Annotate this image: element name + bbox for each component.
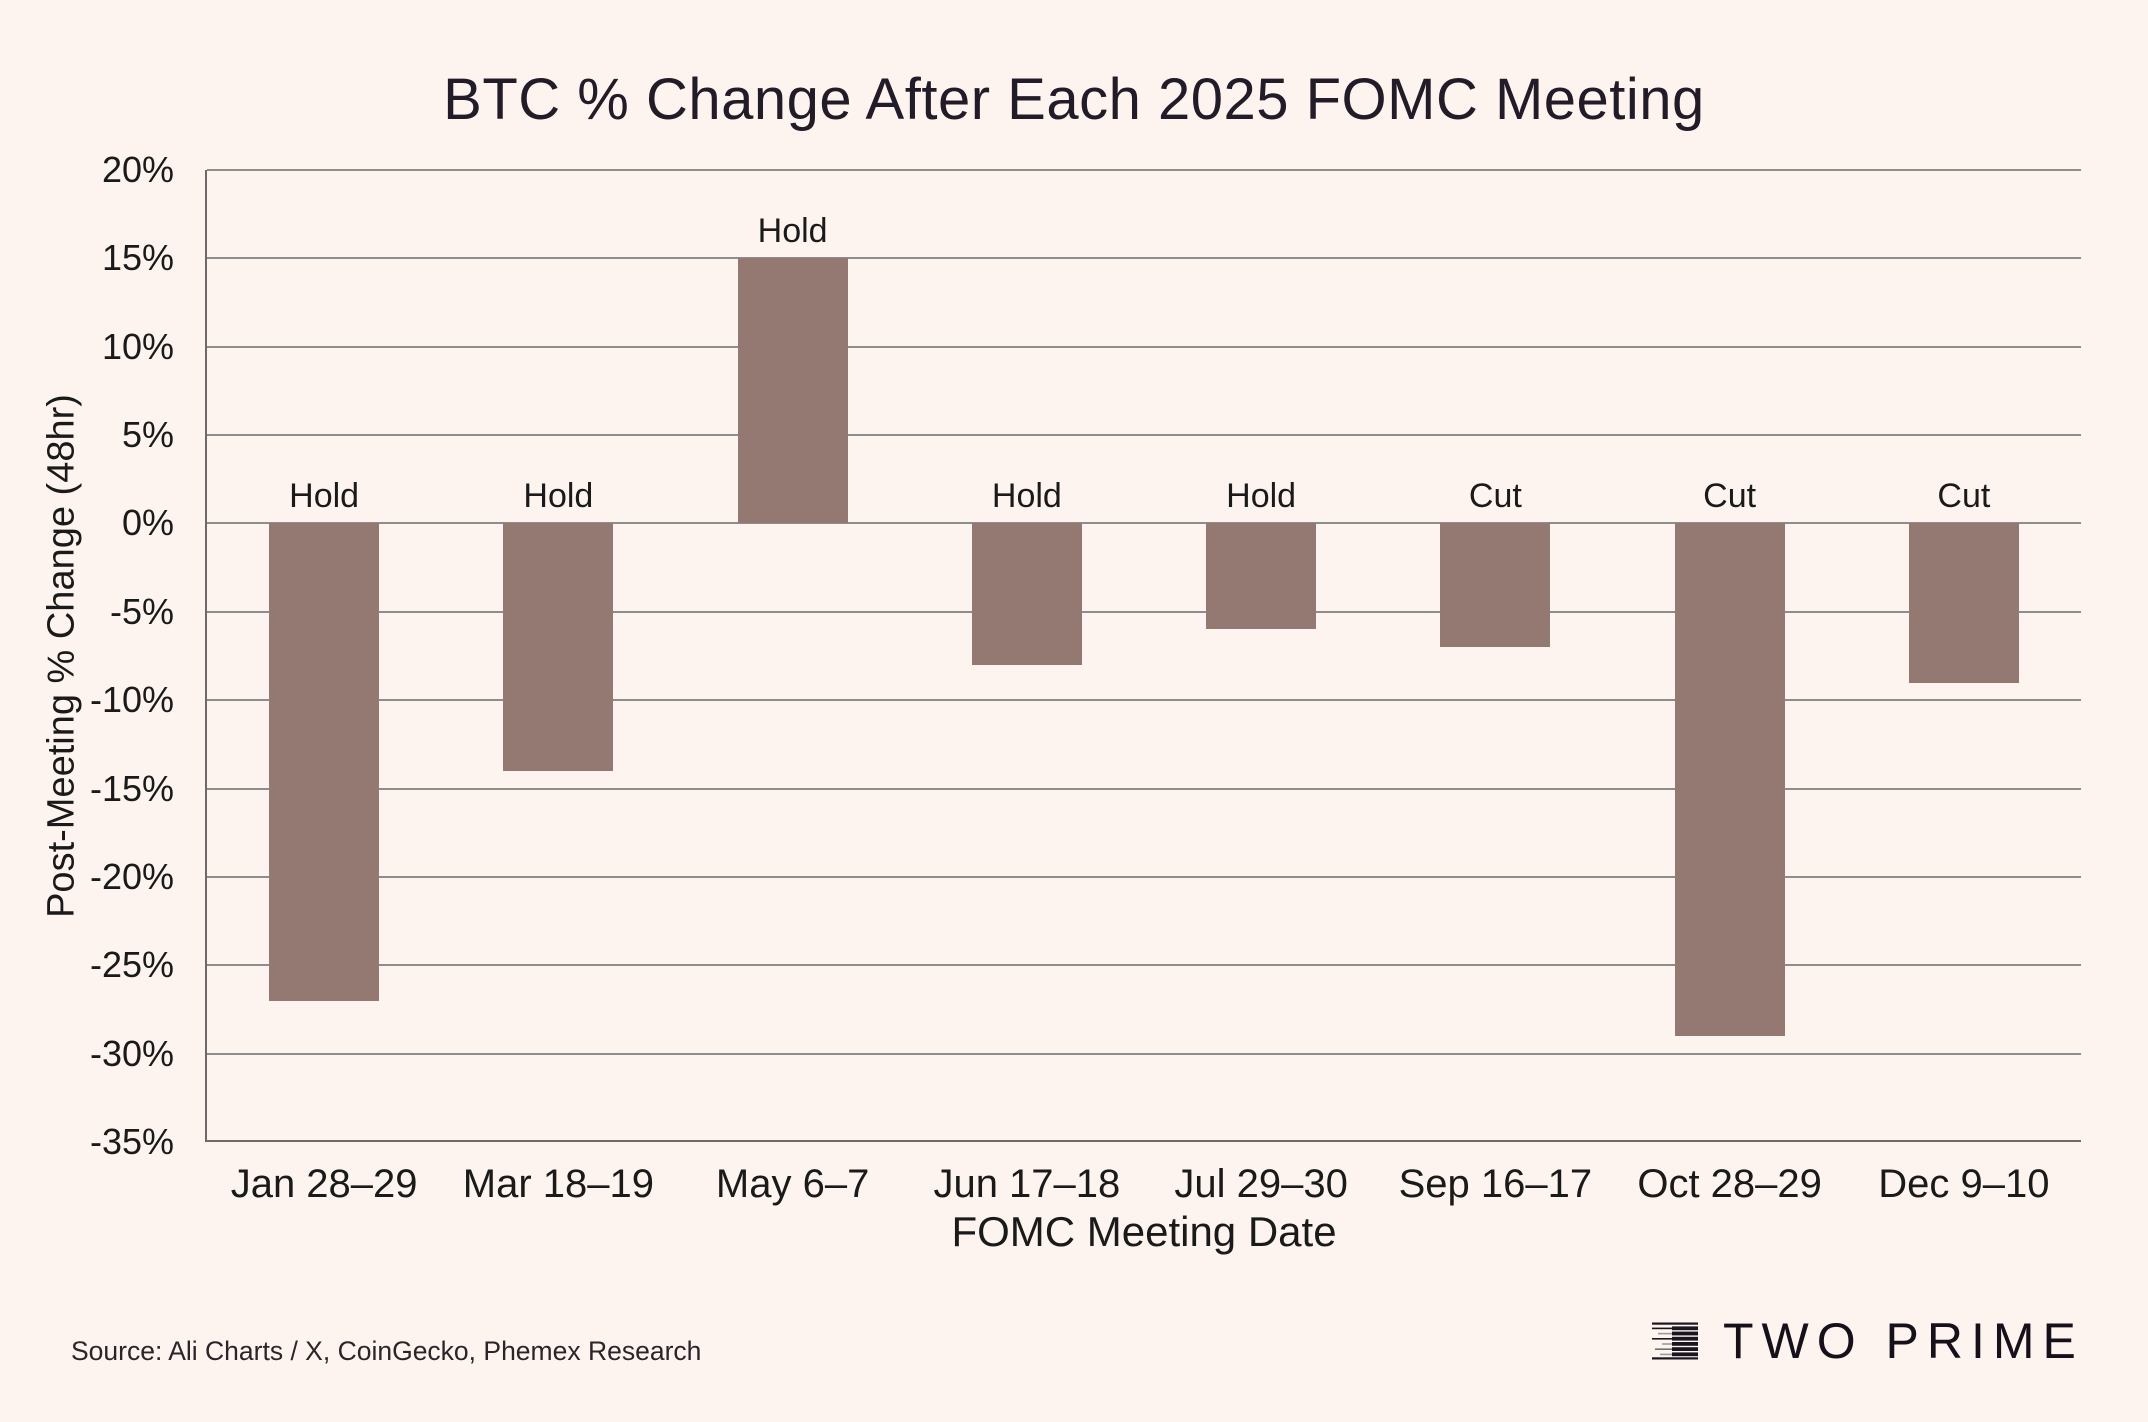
x-tick-label: Jun 17–18 — [933, 1162, 1121, 1206]
y-axis-title: Post-Meeting % Change (48hr) — [40, 394, 83, 918]
bar-annotation: Hold — [289, 477, 360, 516]
bar-Jan 28–29 — [269, 523, 380, 1001]
bar-Sep 16–17 — [1440, 523, 1551, 648]
x-tick-label: Jul 29–30 — [1174, 1162, 1348, 1206]
two-prime-logo-icon — [1652, 1322, 1698, 1360]
gridline — [207, 522, 2081, 525]
gridline — [207, 787, 2081, 790]
x-tick-label: Oct 28–29 — [1637, 1162, 1822, 1206]
x-axis-spine — [205, 1140, 2081, 1142]
source-note: Source: Ali Charts / X, CoinGecko, Pheme… — [71, 1336, 702, 1366]
brand-logo: TWO PRIME — [1652, 1312, 2084, 1370]
gridline — [207, 345, 2081, 348]
y-tick-label: -5% — [109, 590, 174, 632]
bar-annotation: Hold — [757, 212, 828, 251]
x-tick-label: Sep 16–17 — [1398, 1162, 1593, 1206]
x-tick-label: May 6–7 — [715, 1162, 870, 1206]
bar-Jun 17–18 — [971, 523, 1082, 665]
x-tick-label: Jan 28–29 — [230, 1162, 418, 1206]
bar-annotation: Cut — [1468, 477, 1522, 516]
y-tick-label: -30% — [89, 1032, 174, 1074]
y-tick-label: -20% — [89, 855, 174, 897]
gridline — [207, 610, 2081, 613]
bar-annotation: Hold — [991, 477, 1062, 516]
bar-annotation: Cut — [1937, 477, 1991, 516]
gridline — [207, 434, 2081, 437]
y-axis-spine — [205, 170, 207, 1142]
y-tick-label: -10% — [89, 679, 174, 721]
y-tick-label: -35% — [89, 1121, 174, 1162]
bar-annotation: Cut — [1703, 477, 1757, 516]
y-tick-label: 20% — [101, 149, 174, 190]
y-tick-label: 15% — [101, 237, 174, 279]
bar-Jul 29–30 — [1206, 523, 1317, 630]
bar-Oct 28–29 — [1674, 523, 1785, 1036]
bar-annotation: Hold — [1226, 477, 1297, 516]
y-tick-label: 0% — [121, 502, 174, 544]
chart-title: BTC % Change After Each 2025 FOMC Meetin… — [443, 67, 1705, 132]
bar-May 6–7 — [737, 258, 848, 524]
bar-annotation: Hold — [523, 477, 594, 516]
bar-Dec 9–10 — [1908, 523, 2019, 683]
x-tick-label: Dec 9–10 — [1878, 1162, 2050, 1206]
y-tick-label: 5% — [121, 414, 174, 456]
gridline — [207, 875, 2081, 878]
x-axis-title: FOMC Meeting Date — [951, 1208, 1337, 1255]
bar-Mar 18–19 — [503, 523, 614, 771]
gridline — [207, 964, 2081, 967]
gridline — [207, 257, 2081, 260]
gridline — [207, 169, 2081, 171]
x-tick-label: Mar 18–19 — [462, 1162, 654, 1206]
gridline — [207, 1052, 2081, 1055]
brand-name: TWO PRIME — [1723, 1313, 2084, 1369]
y-tick-label: 10% — [101, 325, 174, 367]
gridline — [207, 699, 2081, 702]
y-tick-label: -15% — [89, 767, 174, 809]
y-tick-label: -25% — [89, 944, 174, 986]
